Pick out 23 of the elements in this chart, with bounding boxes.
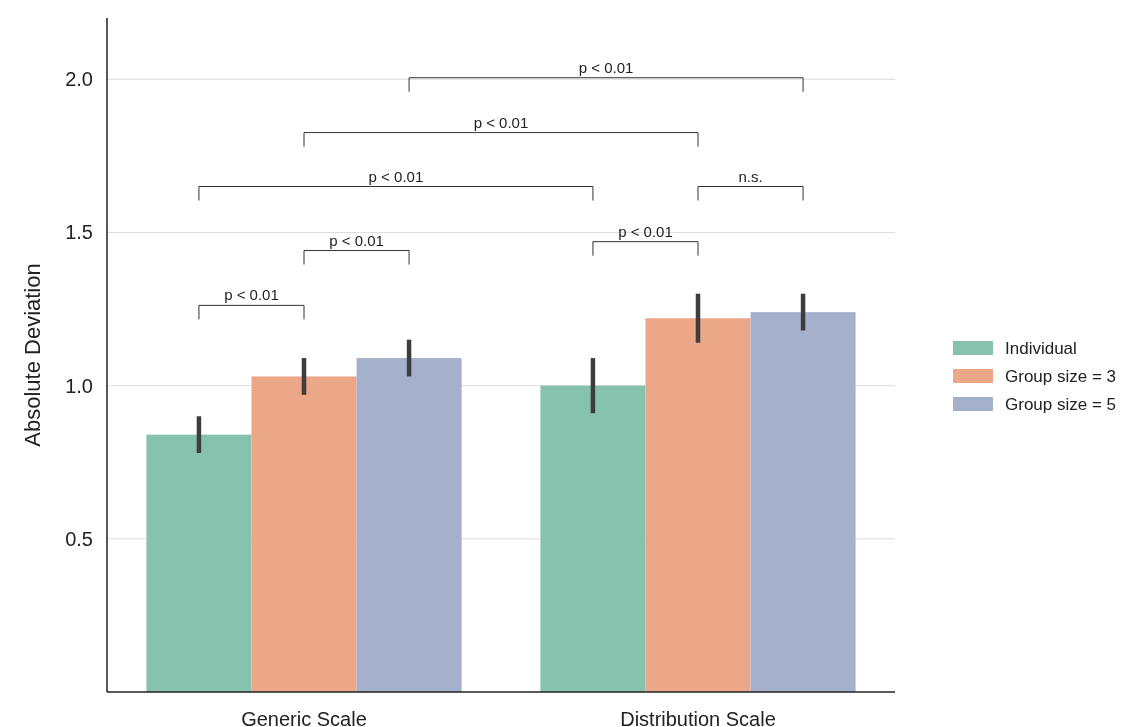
y-tick-label: 2.0 [65,68,93,91]
y-axis-title: Absolute Deviation [20,263,45,447]
bar [645,318,751,692]
bar [356,358,462,692]
bar [540,385,646,692]
y-tick-label: 1.0 [65,374,93,397]
x-tick-label: Distribution Scale [620,708,776,727]
annotation: p < 0.01 [329,231,384,249]
y-tick-label: 0.5 [65,527,93,550]
bar [146,434,252,692]
y-tick-label: 1.5 [65,221,93,244]
legend-label: Group size = 3 [1005,366,1117,386]
annotation: p < 0.01 [578,58,634,76]
annotation: n.s. [738,167,763,185]
legend-label: Group size = 5 [1005,394,1117,414]
annotation: p < 0.01 [368,167,424,185]
x-tick-label: Generic Scale [241,708,367,727]
bar [750,312,856,692]
annotation: p < 0.01 [618,222,673,240]
annotation: p < 0.01 [224,286,279,304]
bar [251,376,357,692]
legend-label: Individual [1005,338,1077,358]
annotation: p < 0.01 [473,113,529,131]
